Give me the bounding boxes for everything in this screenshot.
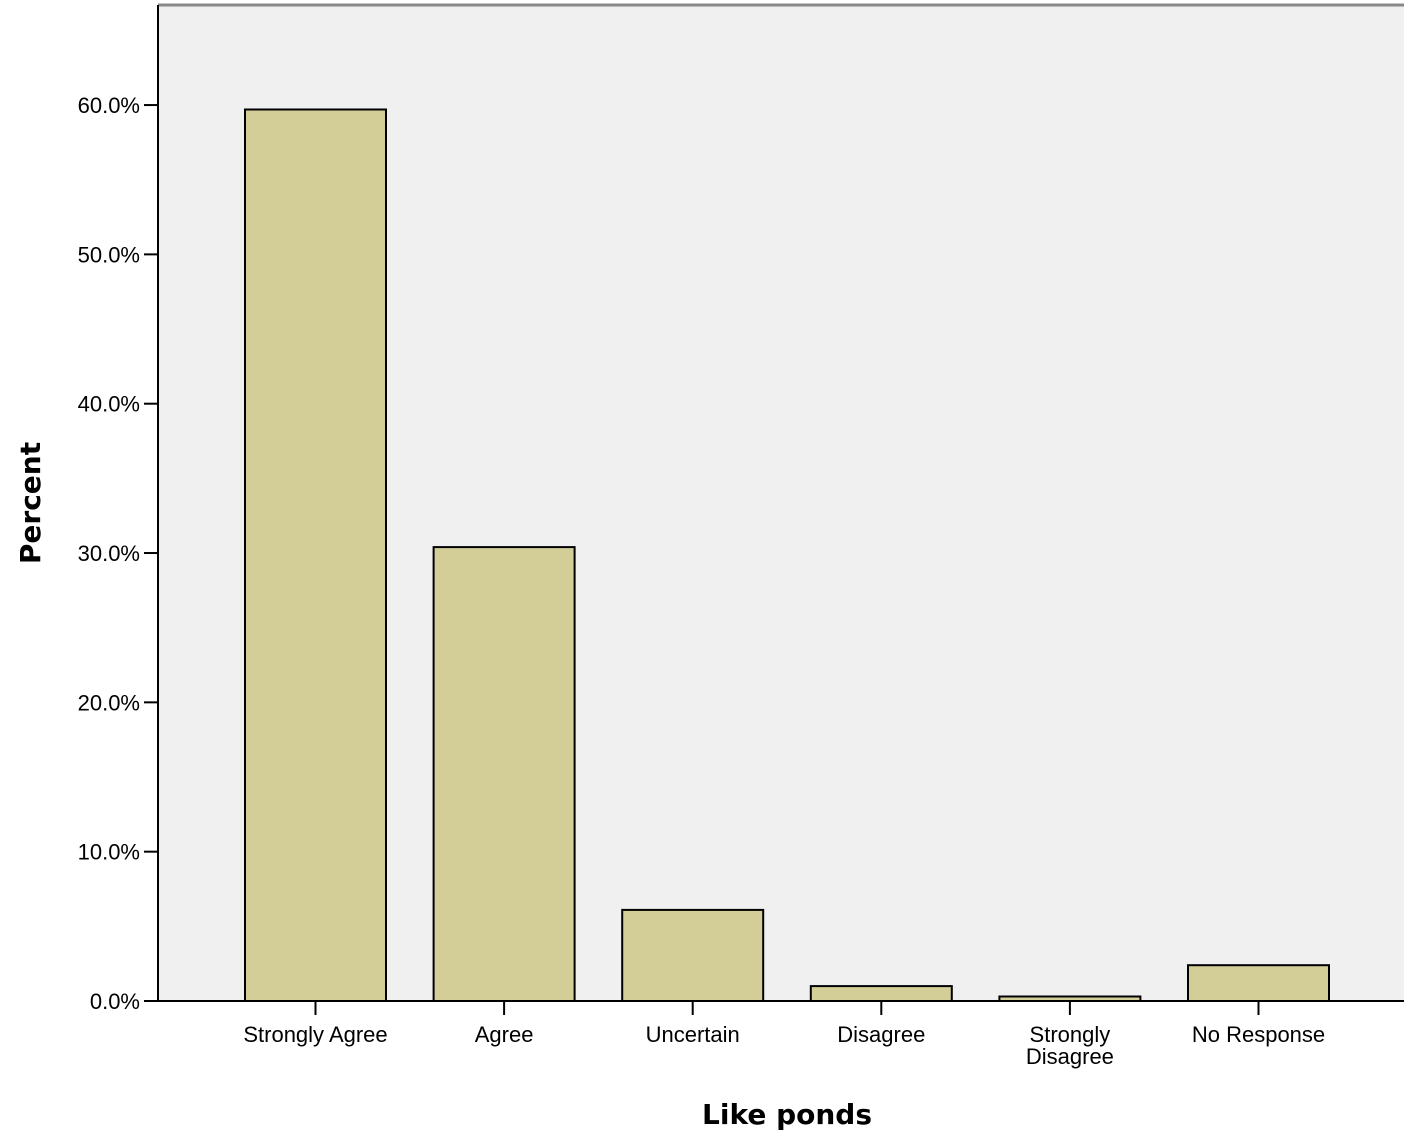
x-tick-label: Strongly Disagree [1026,1022,1114,1069]
y-tick-label: 20.0% [78,690,140,715]
bar-3 [809,985,953,1002]
x-tick-label: Strongly Agree [243,1022,387,1047]
y-tick-label: 10.0% [78,840,140,865]
bar-0 [244,108,387,1002]
y-tick-label: 30.0% [78,541,140,566]
bar-1 [432,546,576,1002]
x-tick-label: Uncertain [646,1022,740,1047]
y-tick-label: 40.0% [78,392,140,417]
bar-5 [1187,964,1330,1003]
y-axis-title: Percent [14,442,47,564]
y-tick-label: 50.0% [78,242,140,267]
y-tick-label: 0.0% [90,989,140,1014]
x-tick-label: No Response [1192,1022,1325,1047]
x-axis-ticks: Strongly Agree Agree Uncertain Disagree Stro… [243,1001,1325,1069]
bar-2 [621,908,765,1003]
y-tick-label: 60.0% [78,93,140,118]
x-tick-label: Disagree [837,1022,925,1047]
x-axis-title: Like ponds [702,1098,872,1131]
x-tick-label: Agree [475,1022,534,1047]
y-axis-ticks: 0.0% 10.0% 20.0% 30.0% 40.0% 50.0% 60.0% [78,93,158,1014]
